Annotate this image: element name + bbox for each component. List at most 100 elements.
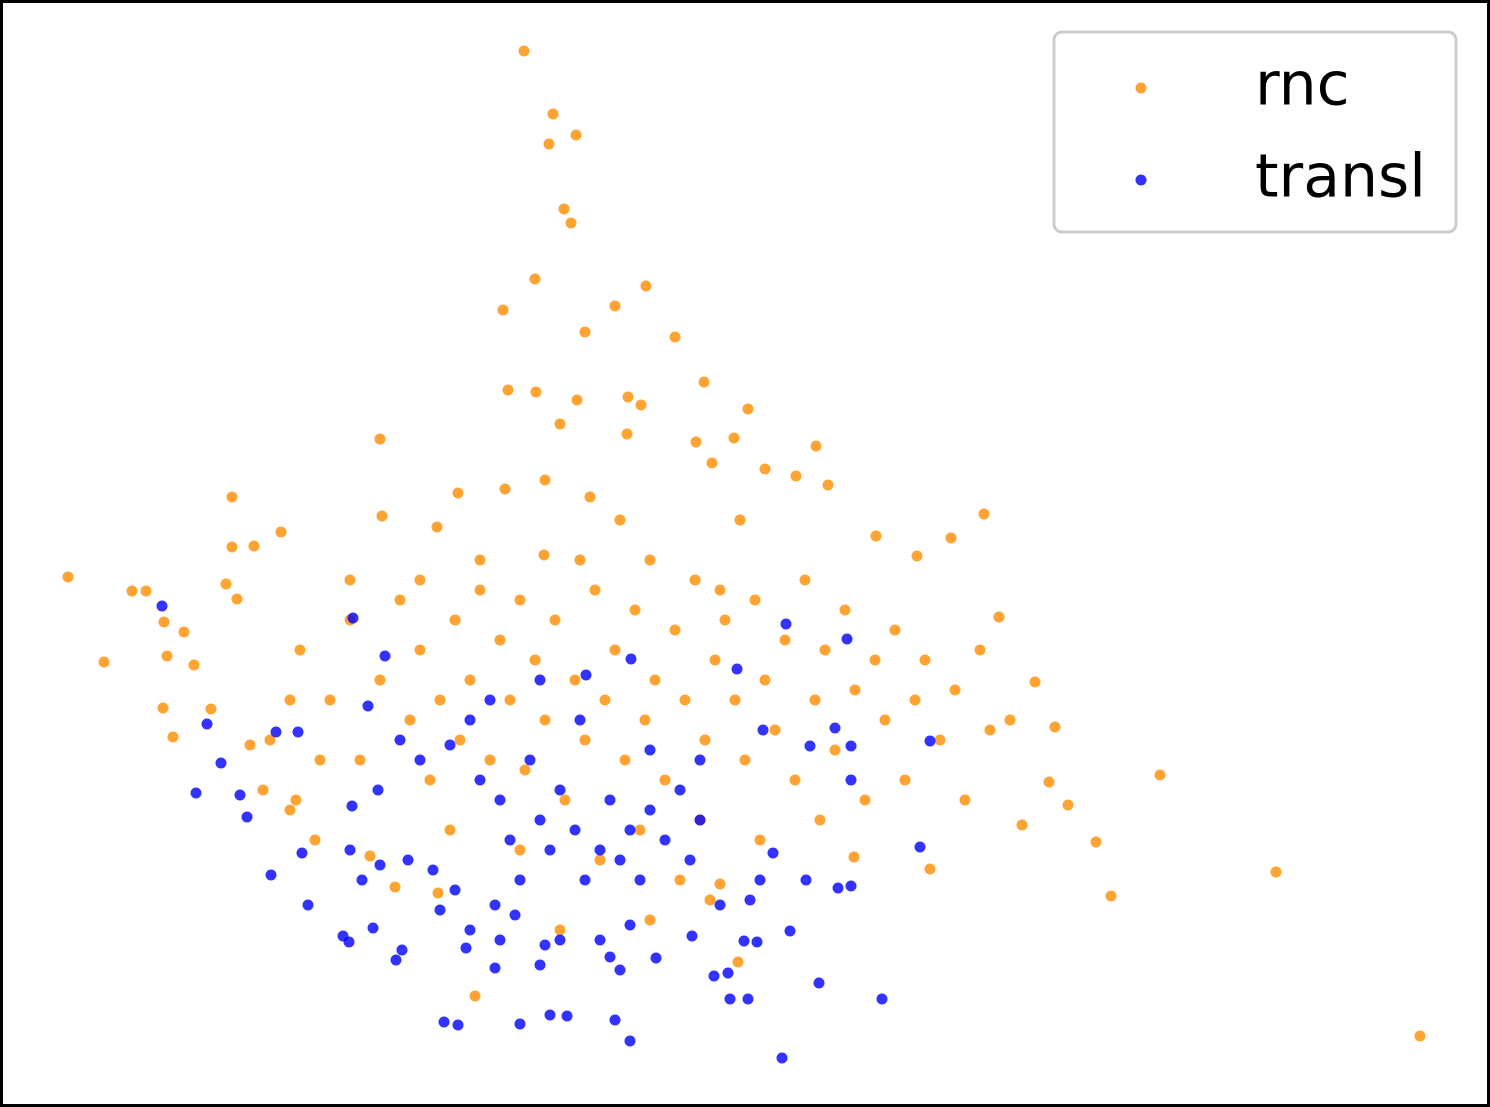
point (810, 440, 822, 452)
point (452, 487, 464, 499)
point (640, 280, 652, 292)
point (1004, 714, 1016, 726)
point (544, 844, 556, 856)
point (644, 804, 656, 816)
point (679, 694, 691, 706)
point (714, 899, 726, 911)
point (201, 718, 213, 730)
point (390, 954, 402, 966)
point (644, 914, 656, 926)
point (694, 754, 706, 766)
point (364, 850, 376, 862)
point (579, 734, 591, 746)
point (659, 834, 671, 846)
point (324, 694, 336, 706)
point (914, 841, 926, 853)
point (234, 789, 246, 801)
point (799, 574, 811, 586)
point (674, 784, 686, 796)
point (402, 854, 414, 866)
point (911, 550, 923, 562)
point (869, 654, 881, 666)
point (729, 694, 741, 706)
point (822, 479, 834, 491)
point (1016, 819, 1028, 831)
point (776, 1052, 788, 1064)
point (62, 571, 74, 583)
point (504, 834, 516, 846)
point (579, 326, 591, 338)
point (524, 754, 536, 766)
point (205, 703, 217, 715)
point (530, 386, 542, 398)
point (579, 874, 591, 886)
point (974, 644, 986, 656)
point (302, 899, 314, 911)
point (543, 138, 555, 150)
point (959, 794, 971, 806)
point (1049, 721, 1061, 733)
point (474, 774, 486, 786)
point (734, 514, 746, 526)
point (314, 754, 326, 766)
point (270, 726, 282, 738)
point (728, 432, 740, 444)
point (780, 618, 792, 630)
point (474, 554, 486, 566)
point (539, 714, 551, 726)
point (292, 726, 304, 738)
point (594, 934, 606, 946)
point (769, 724, 781, 736)
point (356, 874, 368, 886)
point (694, 814, 706, 826)
point (231, 593, 243, 605)
point (839, 604, 851, 616)
point (514, 594, 526, 606)
point (558, 203, 570, 215)
point (644, 554, 656, 566)
point (309, 834, 321, 846)
legend-marker (1135, 174, 1147, 186)
point (619, 754, 631, 766)
point (614, 854, 626, 866)
point (514, 1018, 526, 1030)
point (699, 734, 711, 746)
point (604, 951, 616, 963)
point (264, 734, 276, 746)
point (625, 653, 637, 665)
point (574, 554, 586, 566)
point (1270, 866, 1282, 878)
point (804, 740, 816, 752)
point (519, 764, 531, 776)
point (284, 694, 296, 706)
point (714, 878, 726, 890)
point (859, 794, 871, 806)
point (539, 474, 551, 486)
point (650, 952, 662, 964)
legend-box (1052, 30, 1458, 234)
point (574, 714, 586, 726)
point (547, 108, 559, 120)
point (494, 634, 506, 646)
point (220, 578, 232, 590)
point (534, 674, 546, 686)
point (518, 45, 530, 57)
point (379, 650, 391, 662)
point (376, 510, 388, 522)
point (624, 1035, 636, 1047)
point (594, 844, 606, 856)
point (690, 436, 702, 448)
point (156, 600, 168, 612)
point (554, 418, 566, 430)
point (494, 794, 506, 806)
legend-marker (1135, 82, 1147, 94)
point (460, 942, 472, 954)
point (489, 962, 501, 974)
point (404, 714, 416, 726)
point (190, 787, 202, 799)
point (554, 784, 566, 796)
point (1062, 799, 1074, 811)
point (344, 844, 356, 856)
